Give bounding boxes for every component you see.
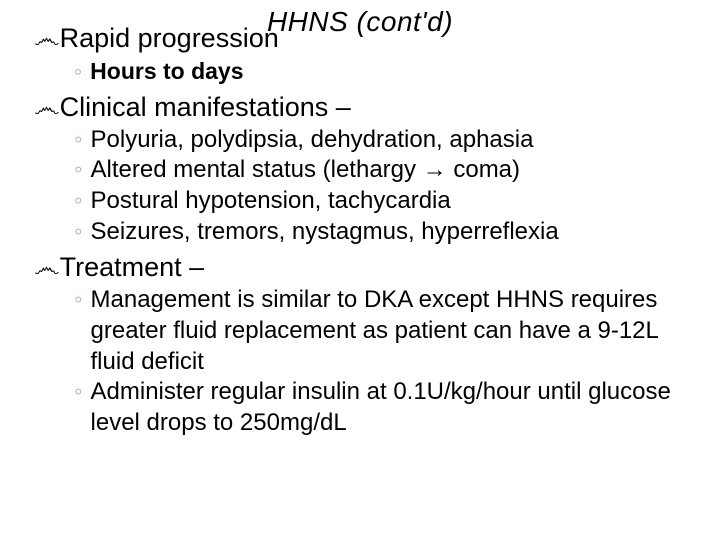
bullet-glyph: ෴ — [34, 22, 60, 56]
list-item: ◦ Administer regular insulin at 0.1U/kg/… — [74, 377, 692, 438]
sublist-rapid: ◦ Hours to days — [74, 56, 692, 87]
sub-bullet-icon: ◦ — [74, 56, 82, 87]
bullet-text: Rapid progression — [60, 23, 279, 53]
list-item: ◦ Hours to days — [74, 56, 692, 87]
bullet-text: Treatment – — [60, 252, 205, 282]
list-item: ◦ Polyuria, polydipsia, dehydration, aph… — [74, 125, 692, 156]
sub-bullet-icon: ◦ — [74, 125, 83, 156]
list-item: ◦ Postural hypotension, tachycardia — [74, 186, 692, 217]
sub-text: Postural hypotension, tachycardia — [91, 186, 451, 217]
sub-text: Altered mental status (lethargy → coma) — [91, 155, 521, 186]
sublist-treatment: ◦ Management is similar to DKA except HH… — [74, 285, 692, 439]
sub-bullet-icon: ◦ — [74, 377, 83, 408]
sub-text: Management is similar to DKA except HHNS… — [91, 285, 692, 377]
bullet-glyph: ෴ — [34, 91, 60, 125]
list-item: ◦ Altered mental status (lethargy → coma… — [74, 155, 692, 186]
sub-bullet-icon: ◦ — [74, 155, 83, 186]
bullet-rapid-progression: ෴Rapid progression — [34, 22, 692, 56]
slide-content: ෴Rapid progression ◦ Hours to days ෴Clin… — [40, 8, 692, 439]
bullet-glyph: ෴ — [34, 251, 60, 285]
sublist-clinical: ◦ Polyuria, polydipsia, dehydration, aph… — [74, 125, 692, 248]
list-item: ◦ Seizures, tremors, nystagmus, hyperref… — [74, 217, 692, 248]
sub-bullet-icon: ◦ — [74, 217, 83, 248]
sub-text: Polyuria, polydipsia, dehydration, aphas… — [91, 125, 534, 156]
slide: HHNS (cont'd) ෴Rapid progression ◦ Hours… — [0, 0, 720, 540]
sub-bullet-icon: ◦ — [74, 285, 83, 316]
sub-text: Administer regular insulin at 0.1U/kg/ho… — [91, 377, 692, 438]
sub-bullet-icon: ◦ — [74, 186, 83, 217]
bullet-text: Clinical manifestations – — [60, 92, 351, 122]
list-item: ◦ Management is similar to DKA except HH… — [74, 285, 692, 377]
sub-text: Seizures, tremors, nystagmus, hyperrefle… — [91, 217, 559, 248]
bullet-clinical: ෴Clinical manifestations – — [34, 91, 692, 125]
sub-text: Hours to days — [90, 56, 243, 87]
bullet-treatment: ෴Treatment – — [34, 251, 692, 285]
